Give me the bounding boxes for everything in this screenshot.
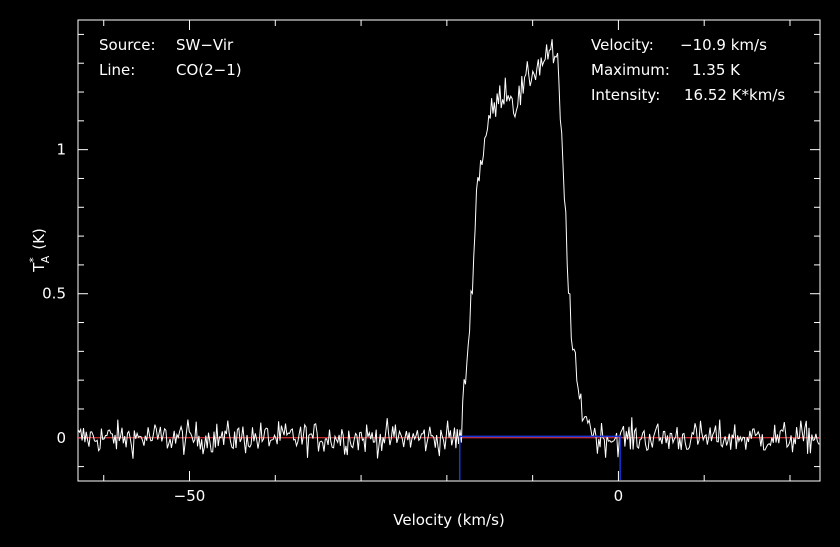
y-axis-label-sub: A — [39, 255, 52, 263]
axis-tick-labels: −50 0 0 0.5 1 — [42, 141, 623, 505]
x-tick-label: −50 — [174, 487, 206, 505]
y-tick-label: 0 — [56, 429, 66, 447]
line-label: Line: — [99, 61, 135, 79]
header-left: Source: SW−Vir Line: CO(2−1) — [99, 36, 242, 79]
x-tick-label: 0 — [614, 487, 624, 505]
maximum-label: Maximum: — [591, 61, 670, 79]
source-label: Source: — [99, 36, 156, 54]
spectrum-trace — [77, 39, 821, 459]
maximum-value: 1.35 K — [692, 61, 741, 79]
y-tick-label: 0.5 — [42, 285, 66, 303]
line-value: CO(2−1) — [176, 61, 242, 79]
x-axis-label: Velocity (km/s) — [393, 511, 504, 529]
y-axis-label: T*A (K) — [27, 228, 52, 273]
intensity-value: 16.52 K*km/s — [684, 86, 785, 104]
header-right: Velocity: −10.9 km/s Maximum: 1.35 K Int… — [591, 36, 785, 104]
source-value: SW−Vir — [176, 36, 234, 54]
velocity-value: −10.9 km/s — [680, 36, 767, 54]
velocity-label: Velocity: — [591, 36, 654, 54]
y-axis-label-unit: (K) — [30, 228, 48, 250]
y-axis-label-sup: * — [27, 257, 40, 263]
svg-text:T*A(K): T*A (K) — [27, 228, 52, 273]
integration-window — [458, 435, 621, 480]
y-tick-label: 1 — [56, 141, 66, 159]
plot-frame — [77, 19, 821, 482]
y-axis-label-base: T — [30, 262, 48, 273]
intensity-label: Intensity: — [591, 86, 660, 104]
